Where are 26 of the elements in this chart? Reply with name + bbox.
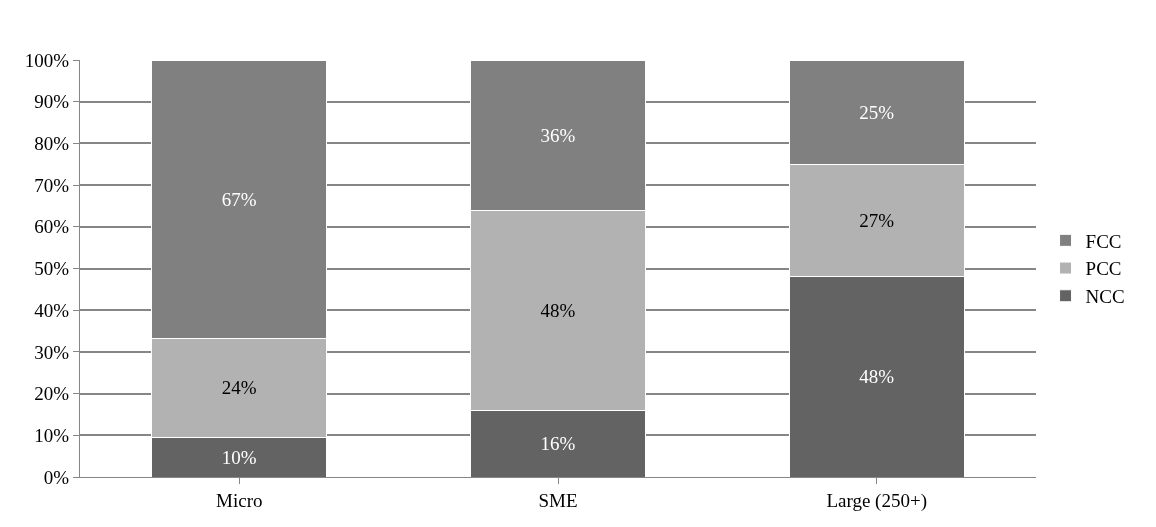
y-tick-label: 60% xyxy=(34,216,70,238)
y-tick-label: 50% xyxy=(34,258,70,280)
legend-label: FCC xyxy=(1085,230,1122,252)
legend-label: NCC xyxy=(1085,286,1125,308)
y-tick-label: 70% xyxy=(34,174,70,196)
data-label: 25% xyxy=(859,101,895,123)
y-tick-label: 80% xyxy=(34,133,70,155)
data-label: 48% xyxy=(859,366,895,388)
data-label: 27% xyxy=(859,210,895,232)
y-tick-label: 100% xyxy=(24,49,70,71)
x-tick-label: Large (250+) xyxy=(826,489,927,512)
data-label: 67% xyxy=(221,188,257,210)
data-label: 48% xyxy=(540,299,576,321)
data-label: 24% xyxy=(221,377,257,399)
legend-label: PCC xyxy=(1085,258,1122,280)
data-label: 10% xyxy=(221,446,257,468)
data-label: 16% xyxy=(540,433,576,455)
y-tick-label: 0% xyxy=(43,466,70,488)
x-tick-label: Micro xyxy=(216,489,263,511)
y-tick-label: 10% xyxy=(34,424,70,446)
y-tick-label: 40% xyxy=(34,299,70,321)
y-tick-label: 30% xyxy=(34,341,70,363)
y-tick-label: 90% xyxy=(34,91,70,113)
data-label: 36% xyxy=(540,124,576,146)
x-tick-label: SME xyxy=(538,489,578,511)
y-tick-label: 20% xyxy=(34,383,70,405)
